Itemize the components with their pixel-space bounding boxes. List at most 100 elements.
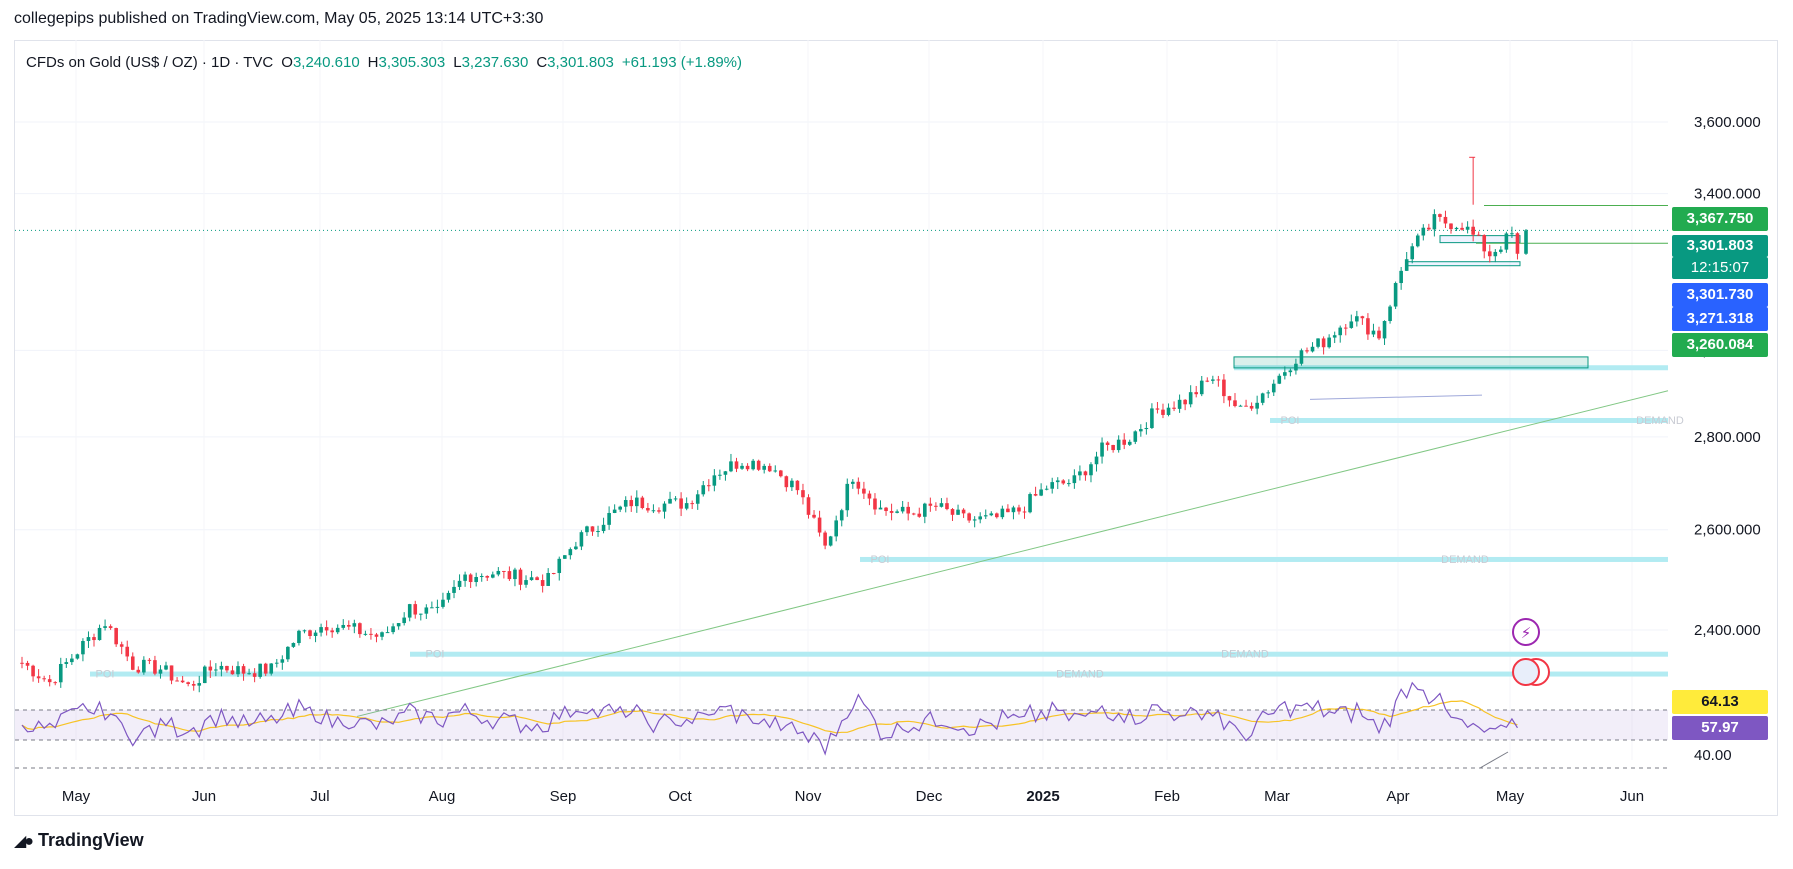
high-value: 3,305.303 bbox=[378, 54, 446, 71]
candle-body bbox=[684, 503, 689, 509]
rsi-tick-label: 40.00 bbox=[1694, 747, 1732, 764]
candle-body bbox=[795, 480, 800, 491]
candle-body bbox=[413, 604, 418, 615]
poi-label: POI bbox=[871, 554, 890, 566]
candle-body bbox=[407, 604, 412, 618]
candle-body bbox=[291, 643, 296, 647]
candle-body bbox=[806, 497, 811, 515]
candle-body bbox=[1260, 393, 1265, 403]
candle-body bbox=[679, 498, 683, 509]
candle-body bbox=[1299, 350, 1304, 364]
candle-body bbox=[75, 654, 80, 659]
candle-body bbox=[363, 633, 368, 635]
candle-body bbox=[1050, 482, 1055, 489]
candle-body bbox=[396, 623, 401, 627]
chart-frame bbox=[14, 40, 1778, 816]
candle-body bbox=[97, 627, 102, 641]
tradingview-logo-icon: ◢● bbox=[14, 832, 34, 850]
candle-body bbox=[939, 503, 944, 507]
symbol-title[interactable]: CFDs on Gold (US$ / OZ) · 1D · TVC bbox=[26, 54, 274, 71]
candle-body bbox=[1222, 379, 1226, 397]
candle-body bbox=[574, 546, 578, 550]
rsi-tag: 57.97 bbox=[1672, 716, 1768, 740]
candle-body bbox=[734, 461, 739, 469]
candle-body bbox=[468, 574, 473, 583]
candle-body bbox=[1105, 442, 1110, 445]
level-box bbox=[1405, 261, 1521, 267]
candle-body bbox=[1089, 464, 1093, 476]
candle-body bbox=[1421, 227, 1426, 236]
candle-body bbox=[1211, 379, 1215, 381]
zone-label: DEMAND bbox=[1056, 669, 1104, 681]
candle-body bbox=[158, 669, 163, 674]
candle-body bbox=[1266, 392, 1271, 394]
candle-body bbox=[1249, 405, 1254, 409]
candle-body bbox=[1393, 283, 1398, 307]
candle-body bbox=[723, 471, 728, 475]
candle-body bbox=[662, 503, 667, 512]
x-tick-label: Jun bbox=[1620, 788, 1644, 805]
candle-body bbox=[1150, 408, 1154, 428]
rsi-divergence-line bbox=[1479, 751, 1509, 769]
candle-body bbox=[1017, 507, 1021, 512]
candle-body bbox=[1022, 511, 1027, 513]
candle-body bbox=[324, 627, 329, 631]
low-value: 3,237.630 bbox=[461, 54, 529, 71]
candle-body bbox=[380, 632, 384, 637]
candle-body bbox=[247, 673, 251, 675]
candle-body bbox=[385, 632, 390, 634]
candle-body bbox=[851, 481, 855, 484]
candle-body bbox=[1449, 223, 1453, 230]
footer-brand: TradingView bbox=[37, 830, 144, 850]
candle-body bbox=[834, 520, 838, 537]
candle-body bbox=[1471, 226, 1475, 235]
rsi-ma-tag: 64.13 bbox=[1672, 690, 1768, 714]
candle-body bbox=[1094, 456, 1099, 465]
x-tick-label: Aug bbox=[429, 788, 456, 805]
candle-body bbox=[828, 536, 833, 546]
close-value: 3,301.803 bbox=[547, 54, 614, 71]
zone-label: DEMAND bbox=[1441, 554, 1489, 566]
candle-body bbox=[862, 488, 866, 494]
open-label: O bbox=[281, 54, 293, 71]
candle-body bbox=[817, 517, 822, 533]
candle-body bbox=[424, 607, 429, 614]
demand-zone bbox=[90, 671, 1668, 677]
candle-body bbox=[1415, 235, 1420, 247]
candle-body bbox=[474, 577, 478, 583]
candle-body bbox=[1377, 330, 1381, 339]
candle-body bbox=[557, 558, 562, 574]
candle-body bbox=[701, 485, 706, 495]
candle-body bbox=[1028, 494, 1032, 513]
lightning-icon-glyph: ⚡ bbox=[1521, 625, 1532, 642]
candle-body bbox=[1343, 327, 1348, 329]
candle-body bbox=[1524, 230, 1528, 254]
candle-body bbox=[1177, 399, 1182, 409]
tradingview-logo[interactable]: ◢● TradingView bbox=[14, 830, 144, 851]
candle-body bbox=[1493, 251, 1498, 257]
candle-body bbox=[1166, 407, 1171, 415]
candle-body bbox=[286, 646, 290, 660]
candle-body bbox=[695, 494, 700, 504]
candle-body bbox=[1510, 233, 1514, 235]
candle-body bbox=[490, 574, 495, 578]
candle-body bbox=[53, 682, 58, 684]
candle-body bbox=[402, 617, 406, 624]
candle-body bbox=[895, 511, 899, 513]
candle-body bbox=[1404, 259, 1409, 271]
candle-body bbox=[607, 512, 611, 525]
price-tag-last: 3,301.803 bbox=[1672, 235, 1768, 257]
candle-body bbox=[1139, 429, 1143, 432]
candle-body bbox=[1327, 337, 1331, 348]
y-tick-label: 3,600.000 bbox=[1694, 114, 1761, 131]
price-tag-level-3: 3,271.318 bbox=[1672, 307, 1768, 331]
candle-body bbox=[457, 580, 462, 587]
candle-body bbox=[812, 514, 816, 518]
candle-body bbox=[435, 606, 440, 608]
candle-body bbox=[197, 683, 202, 686]
candle-body bbox=[518, 569, 523, 585]
rsi-line bbox=[21, 681, 1518, 756]
candle-body bbox=[1083, 471, 1088, 476]
candle-body bbox=[391, 626, 395, 633]
